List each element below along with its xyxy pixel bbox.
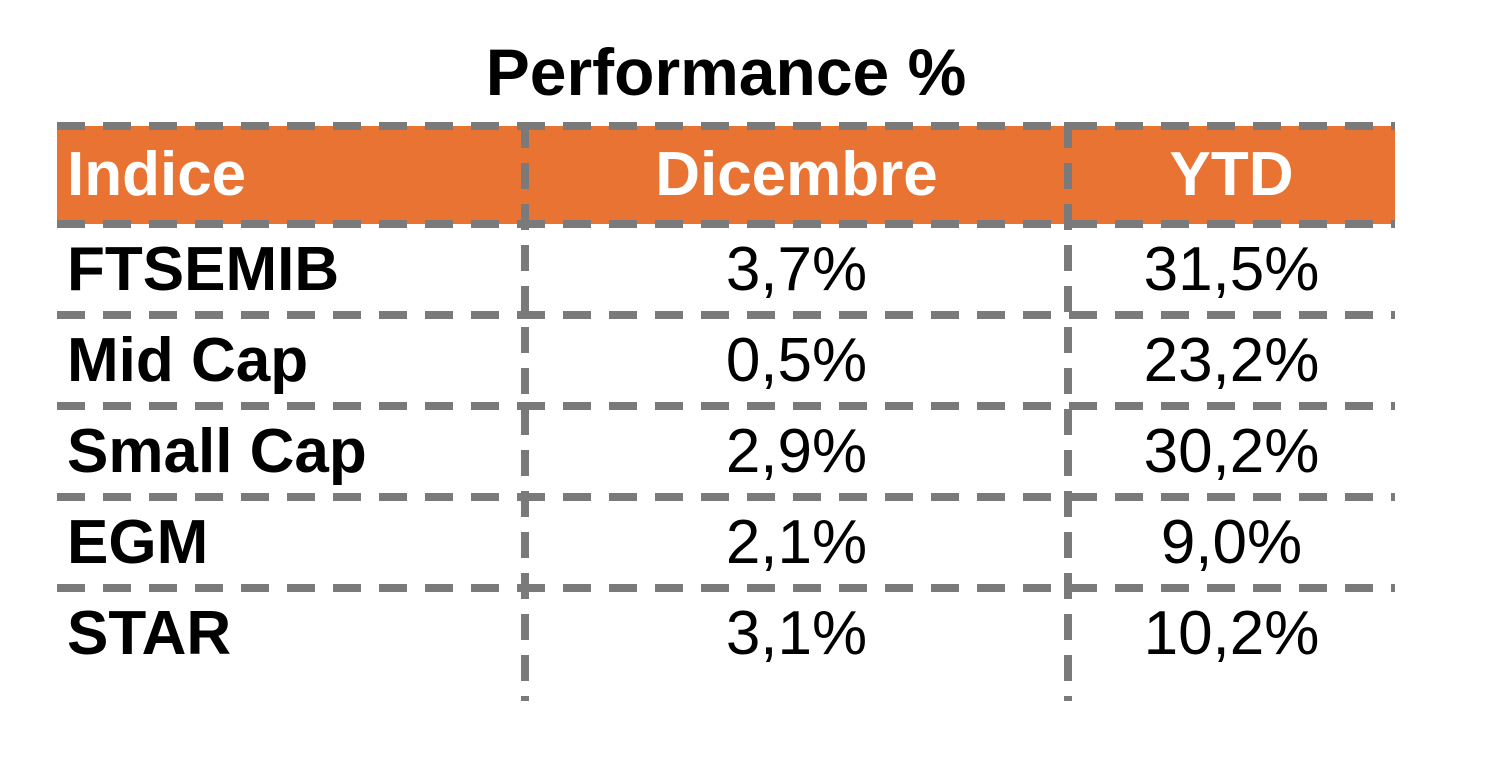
cell-ytd: 10,2% — [1143, 599, 1320, 668]
table-row: FTSEMIB 3,7% 31,5% — [57, 224, 1395, 319]
cell-dicembre: 0,5% — [725, 326, 868, 395]
cell-ytd: 23,2% — [1143, 326, 1320, 395]
column-header-indice: Indice — [67, 140, 247, 209]
cell-indice: Mid Cap — [67, 326, 309, 395]
table-row: Mid Cap 0,5% 23,2% — [57, 315, 1395, 410]
table-row: Small Cap 2,9% 30,2% — [57, 406, 1395, 501]
table-row: STAR 3,1% 10,2% — [57, 588, 1395, 679]
table-body: FTSEMIB 3,7% 31,5% Mid Cap 0,5% 23,2% Sm… — [57, 224, 1395, 679]
cell-indice: STAR — [67, 599, 232, 668]
column-header-dicembre: Dicembre — [655, 140, 938, 209]
cell-ytd: 9,0% — [1160, 508, 1303, 577]
column-divider-1 — [521, 122, 529, 701]
cell-ytd: 31,5% — [1143, 235, 1320, 304]
cell-indice: FTSEMIB — [67, 235, 340, 304]
cell-indice: Small Cap — [67, 417, 367, 486]
cell-indice: EGM — [67, 508, 209, 577]
table-header-row: Indice Dicembre YTD — [57, 122, 1395, 228]
column-divider-2 — [1064, 122, 1072, 701]
column-header-ytd: YTD — [1169, 140, 1294, 209]
performance-table: Indice Dicembre YTD FTSEMIB 3,7% 31,5% M… — [57, 122, 1395, 701]
cell-dicembre: 3,7% — [725, 235, 868, 304]
cell-ytd: 30,2% — [1143, 417, 1320, 486]
page-title: Performance % — [485, 35, 967, 109]
cell-dicembre: 2,1% — [725, 508, 868, 577]
table-row: EGM 2,1% 9,0% — [57, 497, 1395, 592]
cell-dicembre: 3,1% — [725, 599, 868, 668]
cell-dicembre: 2,9% — [725, 417, 868, 486]
